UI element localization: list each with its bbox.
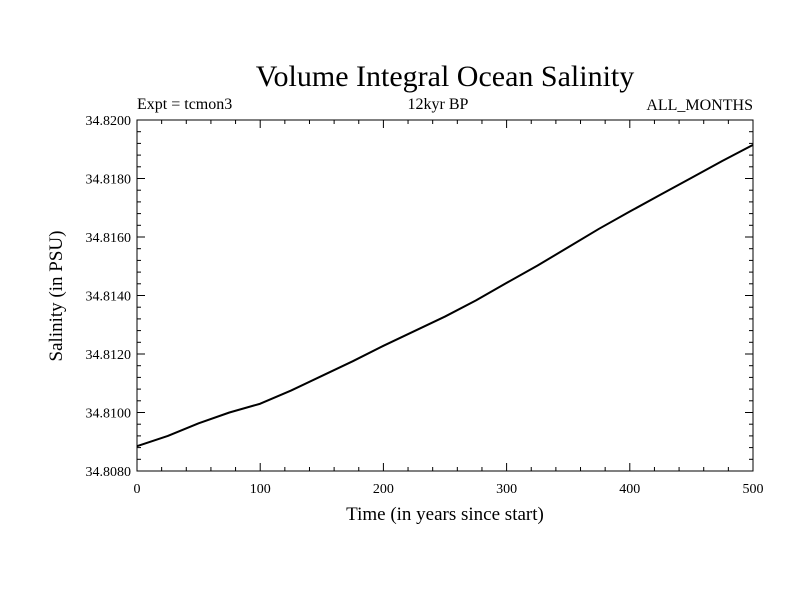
plot-frame (136, 119, 754, 472)
y-axis-label: Salinity (in PSU) (46, 231, 67, 362)
y-tick-label: 34.8080 (86, 465, 132, 480)
y-tick-label: 34.8160 (86, 231, 132, 246)
subtitle-months: ALL_MONTHS (646, 97, 753, 114)
x-tick-label: 100 (250, 482, 271, 497)
x-tick-label: 300 (496, 482, 517, 497)
x-tick-labels: 0 100 200 300 400 500 (134, 482, 764, 497)
x-tick-label: 200 (373, 482, 394, 497)
y-tick-label: 34.8140 (86, 290, 132, 305)
y-tick-label: 34.8180 (86, 173, 132, 188)
x-tick-label: 500 (743, 482, 764, 497)
y-tick-label: 34.8120 (86, 348, 132, 363)
y-tick-label: 34.8100 (86, 407, 132, 422)
salinity-series-line (136, 143, 754, 448)
subtitle-experiment: Expt = tcmon3 (137, 96, 232, 113)
x-tick-label: 0 (134, 482, 141, 497)
y-tick-labels: 34.8080 34.8100 34.8120 34.8140 34.8160 34.81… (86, 114, 132, 480)
subtitle-period: 12kyr BP (408, 96, 469, 113)
axis-ticks (136, 119, 754, 472)
x-tick-label: 400 (619, 482, 640, 497)
x-axis-label: Time (in years since start) (346, 504, 544, 525)
chart-title: Volume Integral Ocean Salinity (256, 60, 635, 93)
y-tick-label: 34.8200 (86, 114, 132, 129)
